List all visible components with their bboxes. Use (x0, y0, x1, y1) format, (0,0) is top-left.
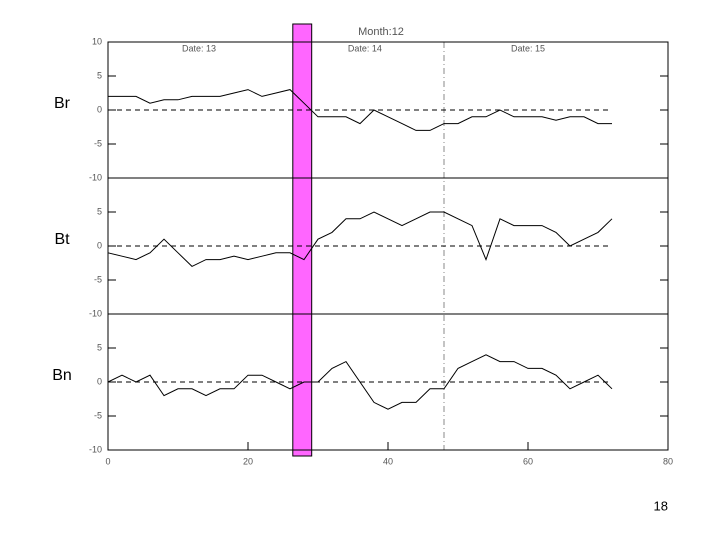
annotation: Date: 14 (348, 43, 382, 53)
y-tick-label: 5 (97, 70, 102, 80)
series-line (107, 354, 613, 410)
x-tick-label: 0 (105, 456, 110, 466)
series-line (108, 89, 612, 131)
annotation: Date: 15 (511, 43, 545, 53)
panel-label: Br (54, 95, 71, 112)
x-tick-label: 20 (243, 456, 253, 466)
y-tick-label: -10 (89, 444, 102, 454)
y-tick-label: -10 (89, 308, 102, 318)
highlight (292, 23, 313, 457)
y-tick-label: -5 (94, 138, 102, 148)
y-tick-label: -10 (89, 172, 102, 182)
panel-label: Bn (52, 367, 72, 384)
x-tick-label: 60 (523, 456, 533, 466)
y-tick-label: 0 (97, 376, 102, 386)
y-tick-label: -5 (94, 410, 102, 420)
page-number: 18 (654, 498, 668, 513)
y-tick-label: 5 (97, 206, 102, 216)
y-tick-label: -5 (94, 274, 102, 284)
y-tick-label: 0 (97, 240, 102, 250)
chart-title: Month:12 (358, 26, 404, 38)
series-line (107, 211, 613, 268)
x-tick-label: 40 (383, 456, 393, 466)
y-tick-label: 5 (97, 342, 102, 352)
annotation: Date: 13 (182, 43, 216, 53)
x-tick-label: 80 (663, 456, 673, 466)
y-tick-label: 10 (92, 36, 102, 46)
y-tick-label: 0 (97, 104, 102, 114)
panel-label: Bt (54, 231, 70, 248)
